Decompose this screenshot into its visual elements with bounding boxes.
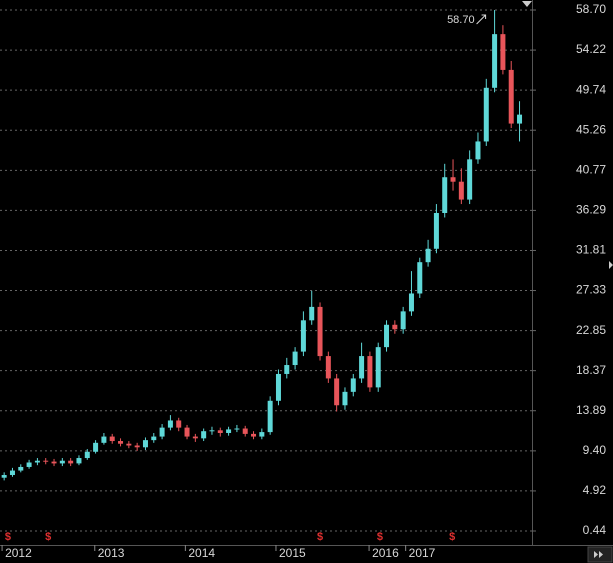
candle-body bbox=[176, 420, 182, 428]
candle-body bbox=[59, 460, 65, 464]
candle-body bbox=[68, 460, 74, 464]
x-tick-label: 2012 bbox=[5, 546, 32, 560]
candle-body bbox=[508, 69, 514, 124]
candle-body bbox=[392, 324, 398, 330]
candle-body bbox=[284, 365, 290, 374]
candle-body bbox=[118, 441, 124, 444]
candle-body bbox=[9, 470, 15, 476]
candle-body bbox=[517, 114, 523, 124]
candle-body bbox=[84, 451, 90, 459]
x-tick-label: 2013 bbox=[98, 546, 125, 560]
candle-body bbox=[192, 436, 198, 439]
y-tick-label: 22.85 bbox=[576, 323, 606, 337]
candle-body bbox=[167, 420, 173, 428]
candle-body bbox=[109, 436, 115, 442]
candle-body bbox=[359, 356, 365, 379]
y-tick-label: 4.92 bbox=[583, 483, 607, 497]
candle-body bbox=[209, 430, 215, 432]
candle-body bbox=[26, 462, 32, 467]
candle-body bbox=[467, 159, 473, 200]
candle-body bbox=[433, 212, 439, 249]
candle-body bbox=[450, 177, 456, 182]
annotation-arrow bbox=[476, 14, 487, 25]
dividend-marker: $ bbox=[5, 531, 11, 543]
candle-body bbox=[43, 460, 49, 462]
candle-body bbox=[317, 306, 323, 357]
y-tick-label: 27.33 bbox=[576, 283, 606, 297]
y-tick-label: 13.89 bbox=[576, 403, 606, 417]
candle-body bbox=[134, 445, 140, 448]
dividend-marker: $ bbox=[449, 531, 455, 543]
candle-body bbox=[159, 427, 165, 437]
candle-body bbox=[34, 460, 40, 463]
candle-body bbox=[1, 475, 7, 478]
candle-body bbox=[217, 430, 223, 433]
high-annotation: 58.70 bbox=[447, 14, 475, 26]
candle-body bbox=[300, 320, 306, 352]
candle-body bbox=[442, 177, 448, 213]
candle-body bbox=[400, 311, 406, 330]
y-tick-label: 18.37 bbox=[576, 363, 606, 377]
candle-body bbox=[142, 440, 148, 448]
candle-body bbox=[251, 433, 257, 437]
candle-body bbox=[292, 351, 298, 366]
x-tick-label: 2016 bbox=[372, 546, 399, 560]
y-tick-label: 49.74 bbox=[576, 82, 606, 96]
candle-body bbox=[226, 429, 232, 433]
candle-body bbox=[425, 248, 431, 263]
dividend-marker: $ bbox=[377, 531, 383, 543]
candle-body bbox=[334, 378, 340, 406]
y-tick-label: 9.40 bbox=[583, 443, 607, 457]
candle-body bbox=[151, 436, 157, 441]
y-tick-label: 58.70 bbox=[576, 2, 606, 16]
y-tick-label: 54.22 bbox=[576, 42, 606, 56]
candle-body bbox=[384, 324, 390, 348]
candle-body bbox=[458, 181, 464, 200]
candle-body bbox=[101, 436, 107, 443]
candle-body bbox=[500, 34, 506, 70]
candle-body bbox=[267, 400, 273, 433]
candle-body bbox=[184, 427, 190, 437]
scroll-button-icon bbox=[594, 551, 603, 558]
dividend-marker: $ bbox=[317, 531, 323, 543]
candle-body bbox=[18, 466, 24, 471]
candle-body bbox=[417, 262, 423, 294]
candle-body bbox=[375, 347, 381, 388]
candle-body bbox=[475, 141, 481, 160]
candle-body bbox=[492, 34, 498, 88]
candle-body bbox=[93, 442, 99, 452]
candle-body bbox=[325, 356, 331, 379]
dividend-marker: $ bbox=[45, 531, 51, 543]
scale-handle[interactable] bbox=[609, 261, 613, 269]
y-tick-label: 31.81 bbox=[576, 243, 606, 257]
candle-body bbox=[350, 378, 356, 392]
candle-body bbox=[309, 306, 315, 321]
candle-body bbox=[342, 391, 348, 406]
y-tick-label: 0.44 bbox=[583, 523, 607, 537]
candle-body bbox=[483, 87, 489, 142]
candle-body bbox=[234, 428, 240, 430]
x-tick-label: 2017 bbox=[409, 546, 436, 560]
candle-body bbox=[275, 373, 281, 401]
x-tick-label: 2014 bbox=[188, 546, 215, 560]
candle-body bbox=[76, 458, 82, 464]
candle-body bbox=[201, 431, 207, 439]
candle-body bbox=[367, 356, 373, 388]
y-tick-label: 36.29 bbox=[576, 203, 606, 217]
candle-body bbox=[259, 432, 265, 437]
candle-body bbox=[51, 461, 57, 464]
candle-body bbox=[242, 428, 248, 434]
candle-body bbox=[126, 443, 132, 446]
scroll-arrow[interactable] bbox=[522, 1, 532, 7]
y-tick-label: 40.77 bbox=[576, 163, 606, 177]
candle-body bbox=[408, 293, 414, 312]
x-tick-label: 2015 bbox=[279, 546, 306, 560]
y-tick-label: 45.26 bbox=[576, 122, 606, 136]
